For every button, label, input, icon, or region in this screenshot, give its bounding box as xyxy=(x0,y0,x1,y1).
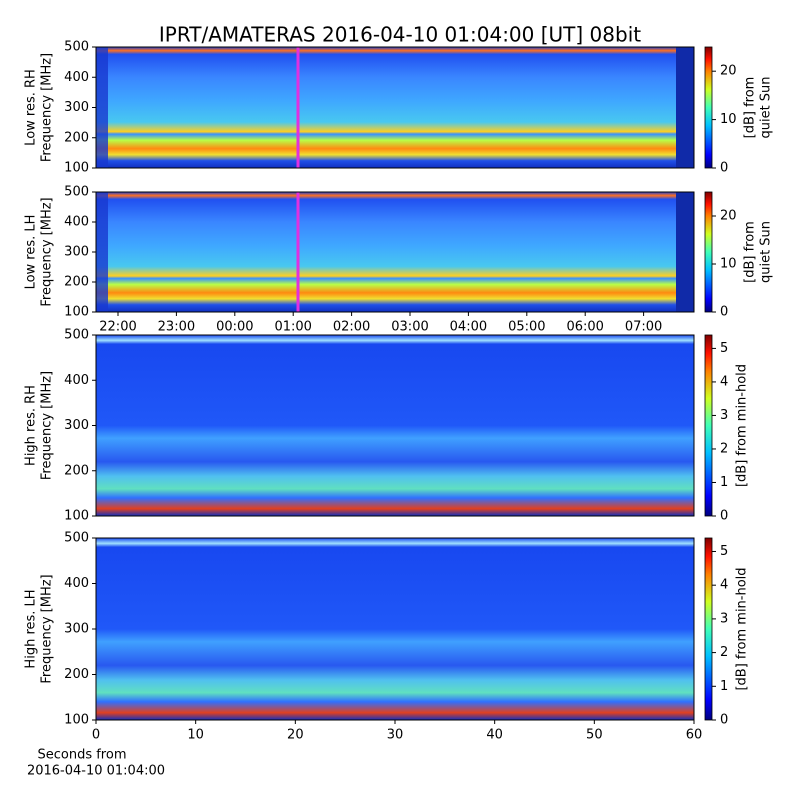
y-axis-label: High res. RH xyxy=(24,385,39,466)
colorbar xyxy=(704,46,713,169)
x-tick-label: 06:00 xyxy=(566,320,603,335)
spectrogram xyxy=(96,538,694,720)
edge-band xyxy=(96,192,108,312)
x-tick-label: 40 xyxy=(486,728,503,743)
colorbar-label: [dB] from xyxy=(743,221,758,283)
y-tick-label: 100 xyxy=(64,713,89,728)
y-tick-label: 100 xyxy=(64,509,89,524)
spectrogram xyxy=(96,335,694,516)
colorbar-label: [dB] from xyxy=(743,77,758,139)
colorbar-tick-label: 0 xyxy=(720,713,728,728)
colorbar-tick-label: 0 xyxy=(720,161,728,176)
y-tick-label: 500 xyxy=(64,185,89,200)
y-tick-label: 500 xyxy=(64,531,89,546)
colorbar-tick-label: 5 xyxy=(720,544,728,559)
y-tick-label: 400 xyxy=(64,373,89,388)
x-tick-label: 10 xyxy=(187,728,204,743)
y-tick-label: 400 xyxy=(64,70,89,85)
y-tick-label: 300 xyxy=(64,100,89,115)
x-axis-label: 2016-04-10 01:04:00 xyxy=(27,764,165,779)
colorbar-tick-label: 0 xyxy=(720,509,728,524)
x-tick-label: 01:00 xyxy=(274,320,311,335)
x-tick-label: 03:00 xyxy=(391,320,428,335)
y-tick-label: 100 xyxy=(64,305,89,320)
edge-band xyxy=(676,47,694,168)
colorbar-tick-label: 10 xyxy=(720,257,737,272)
colorbar-tick-label: 0 xyxy=(720,305,728,320)
colorbar-label: [dB] from min-hold xyxy=(735,567,750,690)
colorbar-tick-label: 20 xyxy=(720,209,737,224)
colorbar-tick-label: 3 xyxy=(720,611,728,626)
x-tick-label: 22:00 xyxy=(99,320,136,335)
colorbar-tick-label: 4 xyxy=(720,374,728,389)
y-axis-label: Low res. LH xyxy=(24,215,39,290)
colorbar-tick-label: 2 xyxy=(720,441,728,456)
edge-band xyxy=(96,47,108,168)
y-tick-label: 300 xyxy=(64,622,89,637)
x-tick-label: 07:00 xyxy=(625,320,662,335)
y-tick-label: 300 xyxy=(64,418,89,433)
y-tick-label: 500 xyxy=(64,40,89,55)
x-tick-label: 23:00 xyxy=(158,320,195,335)
y-tick-label: 200 xyxy=(64,275,89,290)
y-axis-label: Frequency [MHz] xyxy=(40,574,55,683)
spectrogram xyxy=(96,47,694,168)
x-tick-label: 02:00 xyxy=(333,320,370,335)
y-axis-label: Frequency [MHz] xyxy=(40,53,55,162)
y-tick-label: 300 xyxy=(64,245,89,260)
x-tick-label: 05:00 xyxy=(508,320,545,335)
colorbar xyxy=(704,334,713,517)
y-axis-label: High res. LH xyxy=(24,589,39,668)
colorbar-tick-label: 1 xyxy=(720,679,728,694)
y-axis-label: Frequency [MHz] xyxy=(40,371,55,480)
colorbar xyxy=(704,191,713,313)
colorbar-tick-label: 2 xyxy=(720,645,728,660)
colorbar-tick-label: 20 xyxy=(720,64,737,79)
x-axis-label: Seconds from xyxy=(37,748,126,763)
y-tick-label: 400 xyxy=(64,576,89,591)
y-tick-label: 200 xyxy=(64,130,89,145)
colorbar xyxy=(704,537,713,721)
edge-band xyxy=(676,192,694,312)
y-tick-label: 100 xyxy=(64,161,89,176)
y-axis-label: Low res. RH xyxy=(24,69,39,146)
spectrogram xyxy=(96,192,694,312)
colorbar-tick-label: 5 xyxy=(720,341,728,356)
x-tick-label: 00:00 xyxy=(216,320,253,335)
chart-title: IPRT/AMATERAS 2016-04-10 01:04:00 [UT] 0… xyxy=(159,23,641,47)
x-tick-label: 20 xyxy=(287,728,304,743)
x-tick-label: 04:00 xyxy=(450,320,487,335)
y-tick-label: 500 xyxy=(64,328,89,343)
y-tick-label: 200 xyxy=(64,463,89,478)
x-tick-label: 60 xyxy=(686,728,703,743)
x-tick-label: 30 xyxy=(387,728,404,743)
colorbar-label: [dB] from min-hold xyxy=(735,364,750,487)
y-tick-label: 200 xyxy=(64,667,89,682)
colorbar-tick-label: 1 xyxy=(720,475,728,490)
x-tick-label: 0 xyxy=(92,728,100,743)
colorbar-tick-label: 4 xyxy=(720,578,728,593)
colorbar-label: quiet Sun xyxy=(759,221,774,283)
colorbar-tick-label: 3 xyxy=(720,408,728,423)
y-axis-label: Frequency [MHz] xyxy=(40,197,55,306)
y-tick-label: 400 xyxy=(64,215,89,230)
colorbar-tick-label: 10 xyxy=(720,112,737,127)
colorbar-label: quiet Sun xyxy=(759,76,774,138)
x-tick-label: 50 xyxy=(586,728,603,743)
